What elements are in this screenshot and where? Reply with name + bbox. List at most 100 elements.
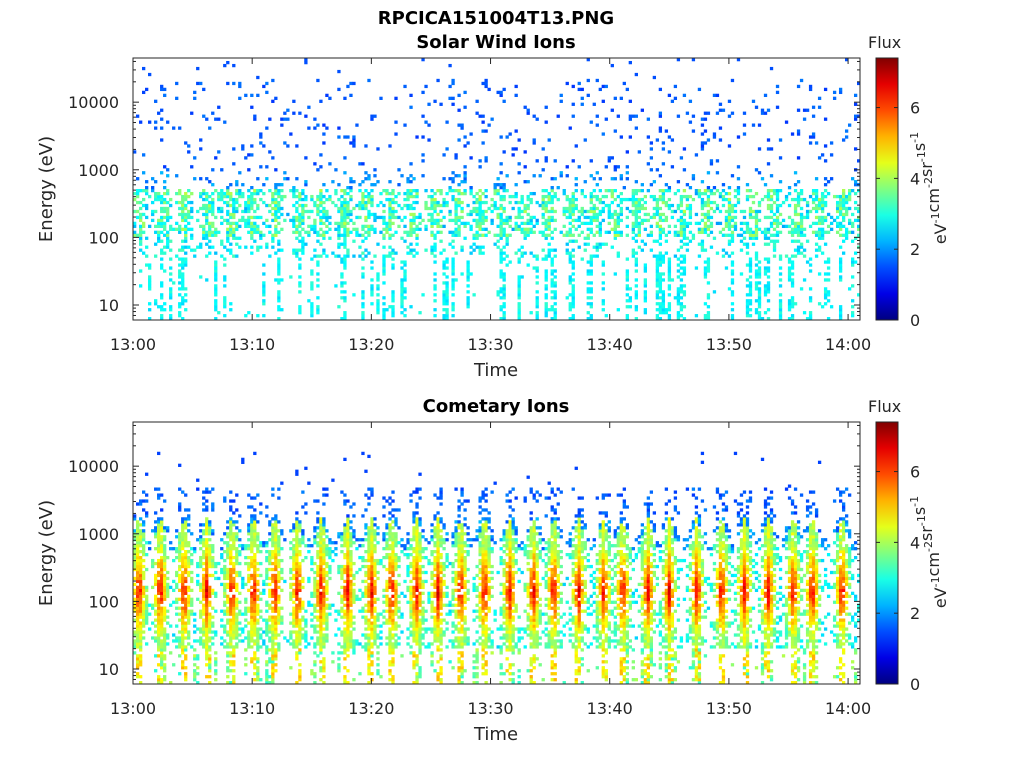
heatmap-cell bbox=[706, 197, 711, 202]
heatmap-cell bbox=[241, 582, 245, 587]
heatmap-cell bbox=[133, 517, 137, 521]
heatmap-cell bbox=[667, 272, 672, 276]
heatmap-cell bbox=[250, 523, 254, 527]
heatmap-cell bbox=[820, 200, 825, 205]
heatmap-cell bbox=[190, 553, 194, 557]
heatmap-cell bbox=[754, 215, 759, 220]
heatmap-cell bbox=[490, 203, 494, 208]
heatmap-cell bbox=[658, 224, 663, 229]
heatmap-cell bbox=[553, 191, 557, 196]
heatmap-cell bbox=[238, 570, 242, 575]
heatmap-cell bbox=[229, 681, 233, 685]
heatmap-cell bbox=[484, 200, 488, 205]
heatmap-cell bbox=[277, 293, 281, 297]
heatmap-cell bbox=[718, 126, 723, 130]
heatmap-cell bbox=[571, 212, 575, 217]
heatmap-cell bbox=[754, 308, 759, 312]
heatmap-cell bbox=[808, 263, 813, 267]
heatmap-cell bbox=[667, 206, 672, 211]
heatmap-cell bbox=[655, 212, 660, 217]
heatmap-cell bbox=[145, 600, 149, 604]
heatmap-cell bbox=[715, 111, 720, 115]
heatmap-cell bbox=[796, 132, 801, 136]
heatmap-cell bbox=[589, 159, 593, 163]
heatmap-cell bbox=[532, 141, 536, 145]
heatmap-cell bbox=[409, 93, 413, 98]
heatmap-cell bbox=[571, 248, 575, 252]
heatmap-cell bbox=[751, 99, 756, 103]
heatmap-cell bbox=[181, 615, 185, 619]
heatmap-cell bbox=[250, 576, 254, 581]
heatmap-cell bbox=[409, 242, 413, 246]
x-tick-label: 14:00 bbox=[825, 335, 871, 354]
heatmap-cell bbox=[694, 212, 699, 217]
heatmap-cell bbox=[181, 660, 185, 664]
heatmap-cell bbox=[244, 224, 248, 229]
heatmap-cell bbox=[304, 209, 308, 214]
heatmap-cell bbox=[799, 227, 804, 231]
heatmap-cell bbox=[181, 532, 185, 536]
heatmap-cell bbox=[709, 221, 714, 226]
heatmap-cell bbox=[436, 189, 440, 193]
heatmap-cell bbox=[754, 227, 759, 231]
heatmap-cell bbox=[199, 636, 203, 640]
heatmap-cell bbox=[370, 197, 374, 202]
heatmap-cell bbox=[163, 206, 167, 211]
heatmap-cell bbox=[565, 165, 569, 169]
heatmap-cell bbox=[559, 230, 563, 234]
heatmap-cell bbox=[508, 218, 512, 223]
heatmap-cell bbox=[412, 221, 416, 226]
heatmap-cell bbox=[391, 311, 395, 315]
heatmap-cell bbox=[181, 272, 185, 276]
heatmap-cell bbox=[241, 191, 245, 196]
heatmap-cell bbox=[766, 317, 771, 321]
heatmap-cell bbox=[361, 317, 365, 321]
heatmap-cell bbox=[838, 194, 843, 199]
heatmap-cell bbox=[499, 290, 503, 294]
heatmap-cell bbox=[340, 200, 344, 205]
heatmap-cell bbox=[844, 58, 849, 62]
heatmap-cell bbox=[184, 239, 188, 243]
heatmap-cell bbox=[202, 630, 206, 634]
heatmap-cell bbox=[601, 260, 605, 264]
heatmap-cell bbox=[376, 284, 380, 288]
heatmap-cell bbox=[175, 555, 179, 560]
heatmap-cell bbox=[727, 99, 732, 103]
heatmap-cell bbox=[547, 227, 551, 231]
heatmap-cell bbox=[160, 633, 164, 637]
heatmap-cell bbox=[436, 212, 440, 217]
heatmap-cell bbox=[238, 245, 242, 249]
heatmap-cell bbox=[256, 648, 260, 652]
heatmap-cell bbox=[196, 582, 200, 587]
heatmap-cell bbox=[745, 263, 750, 267]
heatmap-cell bbox=[757, 200, 762, 205]
heatmap-cell bbox=[232, 561, 236, 566]
heatmap-cell bbox=[247, 505, 251, 509]
heatmap-cell bbox=[451, 78, 455, 83]
heatmap-cell bbox=[490, 197, 494, 202]
heatmap-cell bbox=[847, 218, 852, 223]
heatmap-cell bbox=[400, 287, 404, 291]
heatmap-cell bbox=[493, 189, 497, 193]
heatmap-cell bbox=[697, 194, 702, 199]
heatmap-cell bbox=[532, 138, 536, 142]
heatmap-cell bbox=[229, 642, 233, 646]
heatmap-cell bbox=[775, 215, 780, 220]
heatmap-cell bbox=[259, 615, 263, 619]
heatmap-cell bbox=[166, 200, 170, 205]
heatmap-cell bbox=[205, 573, 209, 578]
heatmap-cell bbox=[841, 138, 846, 142]
heatmap-cell bbox=[571, 305, 575, 309]
heatmap-cell bbox=[250, 215, 254, 220]
heatmap-cell bbox=[679, 302, 684, 306]
x-axis-label-solar-wind: Time bbox=[473, 360, 518, 381]
heatmap-cell bbox=[499, 296, 503, 300]
heatmap-cell bbox=[580, 206, 584, 211]
heatmap-cell bbox=[700, 144, 705, 148]
heatmap-cell bbox=[208, 618, 212, 622]
heatmap-cell bbox=[814, 177, 819, 181]
heatmap-cell bbox=[847, 123, 852, 127]
heatmap-cell bbox=[202, 645, 206, 649]
heatmap-cell bbox=[535, 299, 539, 303]
heatmap-cell bbox=[634, 221, 638, 226]
